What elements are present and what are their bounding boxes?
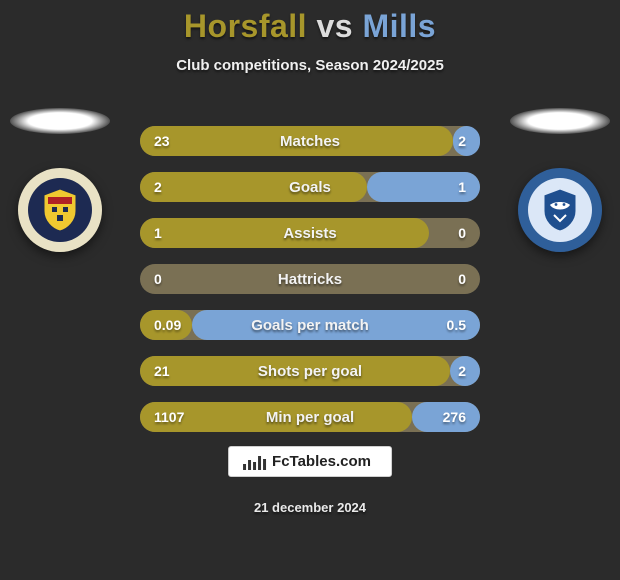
stat-row: 212Shots per goal bbox=[140, 356, 480, 386]
stats-list: 232Matches 21Goals 10Assists 00Hattricks 0.0… bbox=[140, 126, 480, 448]
stat-row: 00Hattricks bbox=[140, 264, 480, 294]
right-badge-inner bbox=[528, 178, 592, 242]
left-spotlight bbox=[10, 108, 110, 134]
shield-icon bbox=[540, 187, 580, 233]
left-club-badge bbox=[18, 168, 102, 252]
vs-label: vs bbox=[316, 8, 353, 44]
site-name: FcTables.com bbox=[272, 453, 371, 470]
stat-label: Goals per match bbox=[140, 317, 480, 334]
right-club-column bbox=[500, 108, 620, 252]
left-badge-inner bbox=[28, 178, 92, 242]
subtitle: Club competitions, Season 2024/2025 bbox=[0, 57, 620, 74]
stat-label: Matches bbox=[140, 133, 480, 150]
left-club-column bbox=[0, 108, 120, 252]
site-badge[interactable]: FcTables.com bbox=[228, 446, 392, 477]
bar-chart-icon bbox=[243, 454, 266, 470]
stat-label: Hattricks bbox=[140, 271, 480, 288]
right-club-badge bbox=[518, 168, 602, 252]
date-label: 21 december 2024 bbox=[254, 500, 366, 515]
player2-name: Mills bbox=[362, 8, 436, 44]
stat-row: 10Assists bbox=[140, 218, 480, 248]
comparison-title: Horsfall vs Mills bbox=[0, 0, 620, 45]
stat-row: 1107276Min per goal bbox=[140, 402, 480, 432]
stat-label: Min per goal bbox=[140, 409, 480, 426]
stat-label: Assists bbox=[140, 225, 480, 242]
stat-row: 21Goals bbox=[140, 172, 480, 202]
player1-name: Horsfall bbox=[184, 8, 307, 44]
stat-label: Shots per goal bbox=[140, 363, 480, 380]
stat-row: 0.090.5Goals per match bbox=[140, 310, 480, 340]
stat-label: Goals bbox=[140, 179, 480, 196]
shield-icon bbox=[40, 187, 80, 233]
right-spotlight bbox=[510, 108, 610, 134]
stat-row: 232Matches bbox=[140, 126, 480, 156]
